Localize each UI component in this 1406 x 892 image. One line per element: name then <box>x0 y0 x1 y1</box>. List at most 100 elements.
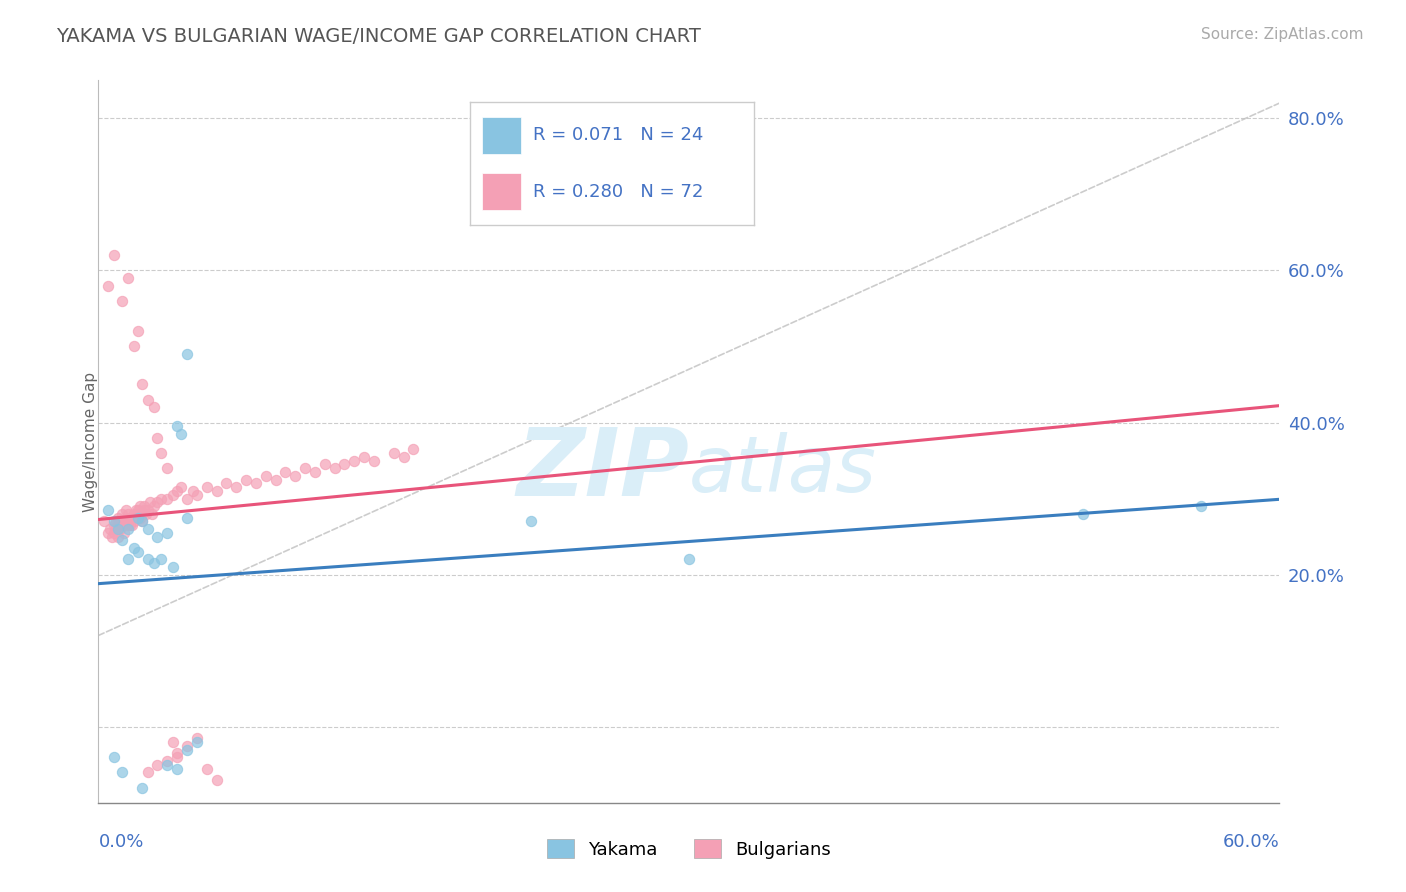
Point <box>105 522 128 536</box>
Point <box>142 499 165 513</box>
Point <box>176 739 198 753</box>
Point <box>235 473 257 487</box>
Point <box>136 765 159 780</box>
Point <box>156 525 179 540</box>
Point <box>195 480 218 494</box>
Point <box>195 762 218 776</box>
Point <box>111 515 134 529</box>
Text: ZIP: ZIP <box>516 425 689 516</box>
Text: 60.0%: 60.0% <box>1223 833 1279 851</box>
Point <box>122 507 145 521</box>
Point <box>254 468 277 483</box>
Point <box>166 483 188 498</box>
Point <box>294 461 316 475</box>
Point <box>107 518 129 533</box>
Point <box>138 495 160 509</box>
Point <box>103 248 125 262</box>
Point <box>112 525 135 540</box>
Point <box>333 458 356 472</box>
Point <box>343 453 366 467</box>
Point <box>132 499 155 513</box>
Point <box>304 465 326 479</box>
Point <box>136 552 159 566</box>
Point <box>108 522 131 536</box>
Point <box>274 465 297 479</box>
Point <box>135 507 157 521</box>
Point <box>97 278 120 293</box>
Point <box>170 480 193 494</box>
Text: 0.0%: 0.0% <box>98 833 143 851</box>
Point <box>225 480 247 494</box>
Point <box>402 442 425 457</box>
Point <box>162 488 184 502</box>
Point <box>264 473 287 487</box>
Point <box>117 518 139 533</box>
Point <box>131 515 153 529</box>
Point <box>103 515 125 529</box>
Point <box>146 757 169 772</box>
Point <box>150 446 173 460</box>
Point <box>127 507 149 521</box>
Point <box>93 515 115 529</box>
Point <box>146 495 169 509</box>
Point <box>115 503 138 517</box>
Point <box>323 461 346 475</box>
Point <box>186 731 208 746</box>
Point <box>314 458 336 472</box>
Point <box>186 735 208 749</box>
Point <box>215 476 238 491</box>
Point <box>125 503 148 517</box>
Text: Source: ZipAtlas.com: Source: ZipAtlas.com <box>1201 27 1364 42</box>
Point <box>122 515 145 529</box>
Point <box>122 339 145 353</box>
Point <box>111 507 134 521</box>
Point <box>1189 499 1212 513</box>
Point <box>363 453 385 467</box>
Point <box>170 426 193 441</box>
Point <box>146 530 169 544</box>
Point <box>117 522 139 536</box>
Point <box>131 377 153 392</box>
Point <box>166 419 188 434</box>
Y-axis label: Wage/Income Gap: Wage/Income Gap <box>83 371 97 512</box>
Text: atlas: atlas <box>689 433 877 508</box>
Point <box>122 541 145 555</box>
Point <box>118 510 141 524</box>
Point <box>1071 507 1094 521</box>
Point <box>118 518 141 533</box>
Point <box>166 747 188 761</box>
Point <box>150 491 173 506</box>
Point <box>156 757 179 772</box>
Point <box>150 552 173 566</box>
Point <box>156 754 179 768</box>
Point <box>107 522 129 536</box>
Point <box>117 552 139 566</box>
Point <box>162 735 184 749</box>
Point <box>162 560 184 574</box>
Point <box>136 392 159 407</box>
Point <box>127 510 149 524</box>
Point <box>121 510 143 524</box>
Point <box>107 530 129 544</box>
Point <box>520 515 543 529</box>
Point <box>117 271 139 285</box>
Text: YAKAMA VS BULGARIAN WAGE/INCOME GAP CORRELATION CHART: YAKAMA VS BULGARIAN WAGE/INCOME GAP CORR… <box>56 27 702 45</box>
Point <box>112 518 135 533</box>
Point <box>127 545 149 559</box>
Point <box>392 450 415 464</box>
Point <box>678 552 700 566</box>
Point <box>205 483 228 498</box>
Point <box>245 476 267 491</box>
Point <box>131 780 153 795</box>
Point <box>166 750 188 764</box>
Point <box>205 772 228 787</box>
Point <box>115 515 138 529</box>
Point <box>127 324 149 338</box>
Point <box>103 518 125 533</box>
Point <box>127 503 149 517</box>
Point <box>131 515 153 529</box>
Point <box>121 518 143 533</box>
Point <box>176 510 198 524</box>
Point <box>97 525 120 540</box>
Point <box>136 522 159 536</box>
